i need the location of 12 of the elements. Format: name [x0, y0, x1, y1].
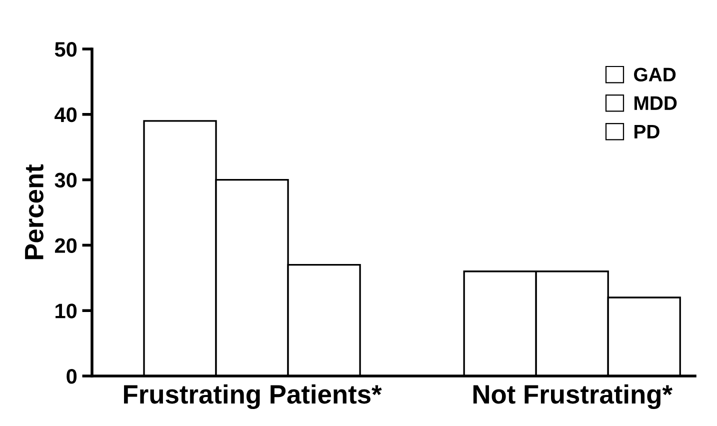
y-tick-label: 30	[54, 172, 77, 188]
x-tick-label: Frustrating Patients*	[124, 384, 382, 410]
legend-label: GAD	[634, 68, 676, 82]
y-axis-title: Percent	[25, 164, 44, 260]
y-tick-label: 40	[54, 107, 77, 122]
y-tick-label: 50	[54, 42, 77, 57]
y-tick-label: 0	[66, 369, 77, 384]
x-tick-label: Not Frustrating*	[473, 384, 672, 410]
legend-label: MDD	[634, 96, 677, 110]
legend-label: PD	[634, 124, 660, 138]
y-tick-label: 10	[56, 304, 77, 318]
y-tick-label: 20	[54, 238, 77, 253]
